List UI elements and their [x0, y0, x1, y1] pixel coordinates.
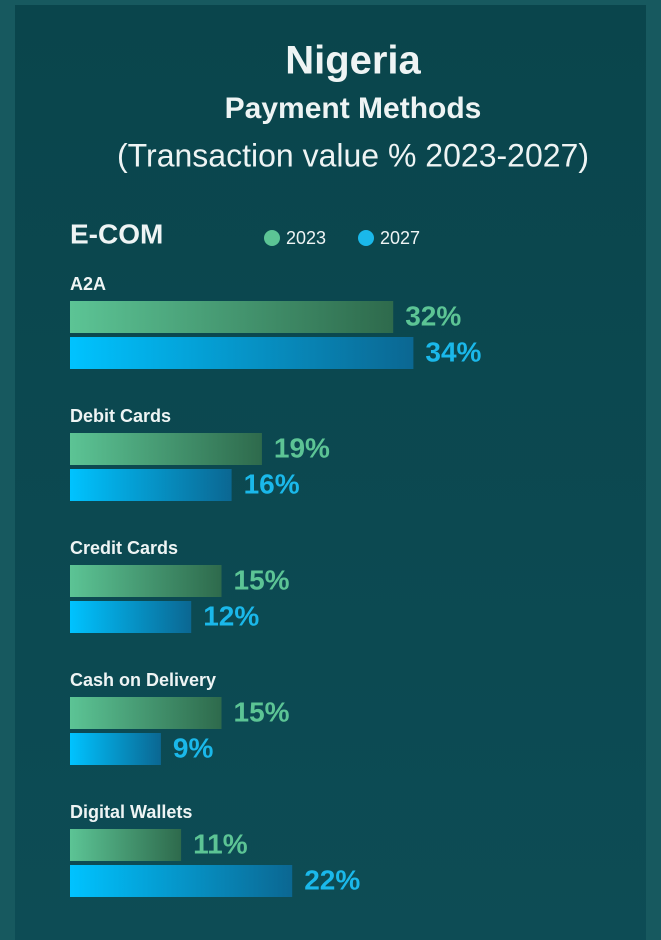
bar [70, 301, 394, 333]
section-label: E-COM [70, 218, 163, 249]
category-label: Cash on Delivery [70, 670, 216, 690]
bar [70, 829, 182, 861]
legend-label: 2023 [286, 228, 326, 248]
value-label: 15% [234, 564, 290, 595]
category-label: Debit Cards [70, 406, 171, 426]
chart-title: Nigeria [285, 39, 421, 83]
value-label: 32% [405, 300, 461, 331]
bar [70, 469, 232, 501]
value-label: 12% [203, 600, 259, 631]
value-label: 22% [304, 864, 360, 895]
category-label: Digital Wallets [70, 802, 192, 822]
chart-subtitle: Payment Methods [225, 92, 482, 125]
bar [70, 601, 192, 633]
value-label: 15% [234, 696, 290, 727]
bar [70, 697, 222, 729]
category-label: Credit Cards [70, 538, 178, 558]
category-label: A2A [70, 274, 106, 294]
chart-caption: (Transaction value % 2023-2027) [117, 137, 589, 173]
value-label: 34% [425, 336, 481, 367]
bar [70, 733, 161, 765]
bar [70, 337, 414, 369]
bar [70, 865, 293, 897]
value-label: 16% [244, 468, 300, 499]
legend-swatch [358, 230, 374, 246]
legend-label: 2027 [380, 228, 420, 248]
value-label: 11% [193, 828, 248, 859]
value-label: 9% [173, 732, 214, 763]
bar [70, 433, 262, 465]
bar [70, 565, 222, 597]
value-label: 19% [274, 432, 330, 463]
legend-swatch [264, 230, 280, 246]
